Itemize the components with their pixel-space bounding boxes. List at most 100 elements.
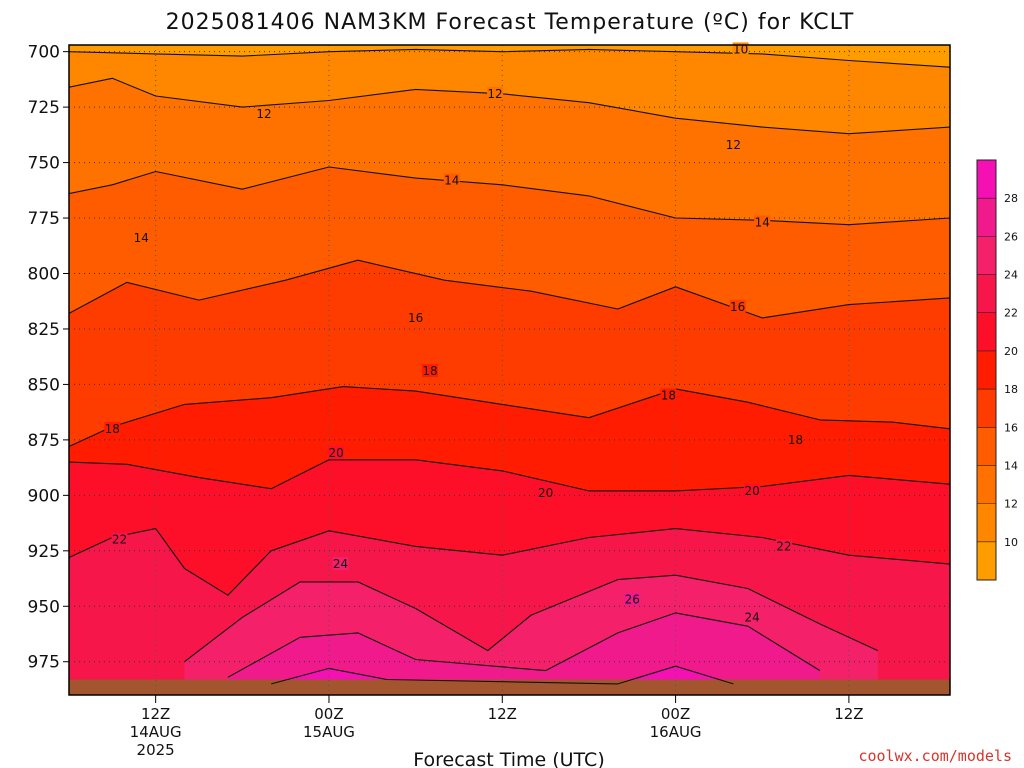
contour-label-26: 26 — [625, 593, 640, 607]
contour-label-bg — [104, 421, 121, 435]
colorbar-label: 26 — [1004, 230, 1018, 243]
isotherm-16 — [69, 259, 950, 319]
contour-label-bg — [725, 137, 742, 151]
contour-label-bg — [624, 592, 641, 606]
contour-label-bg — [787, 432, 804, 446]
y-tick-label: 725 — [28, 98, 60, 118]
contour-label-24: 24 — [744, 610, 759, 624]
y-tick-label: 950 — [28, 597, 60, 617]
contour-label-bg — [754, 215, 771, 229]
contour-label-bg — [332, 557, 349, 571]
isotherm-22 — [69, 528, 950, 596]
colorbar-segment — [977, 160, 996, 199]
x-axis-label: Forecast Time (UTC) — [413, 749, 604, 768]
colorbar-label: 20 — [1004, 345, 1018, 358]
contour-label-12: 12 — [256, 107, 271, 121]
colorbar-label: 28 — [1004, 192, 1018, 205]
contour-label-bg — [328, 446, 345, 460]
colorbar-segment — [977, 465, 996, 505]
isotherm-12 — [69, 77, 950, 135]
x-tick-year: 2025 — [137, 741, 175, 759]
y-tick-label: 900 — [28, 486, 60, 506]
colorbar-label: 10 — [1004, 536, 1018, 549]
isotherm-28 — [271, 665, 734, 685]
contour-label-10: 10 — [733, 42, 748, 56]
contour-label-20: 20 — [329, 446, 344, 460]
x-tick-label: 00Z — [314, 705, 343, 723]
colorbar-segment — [977, 427, 996, 466]
colorbar-label: 12 — [1004, 498, 1018, 511]
credit-text[interactable]: coolwx.com/models — [858, 747, 1012, 765]
isotherm-24 — [184, 574, 879, 663]
x-tick-label: 00Z — [661, 705, 690, 723]
colorbar-label: 22 — [1004, 307, 1018, 320]
contour-labels: 10 12 12 12 14 14 14 16 16 18 18 18 18 20 20 20 22 22 24 24… — [104, 42, 804, 624]
contour-label-14: 14 — [134, 231, 149, 245]
y-tick-label: 875 — [28, 431, 60, 451]
contour-label-bg — [111, 532, 128, 546]
contour-label-20: 20 — [744, 484, 759, 498]
contour-lines — [69, 48, 950, 685]
x-tick-date: 16AUG — [650, 723, 702, 741]
contour-label-18: 18 — [661, 389, 676, 403]
contour-label-bg — [407, 310, 424, 324]
contour-label-bg — [744, 610, 761, 624]
contour-label-18: 18 — [422, 364, 437, 378]
colorbar-segment — [977, 198, 996, 237]
contour-label-18: 18 — [788, 433, 803, 447]
contour-label-bg — [775, 539, 792, 553]
contour-label-bg — [744, 483, 761, 497]
colorbar-segment — [977, 350, 996, 390]
isotherm-10 — [69, 48, 950, 68]
contour-label-22: 22 — [776, 539, 791, 553]
colorbar-label: 24 — [1004, 269, 1018, 282]
contour-label-bg — [729, 299, 746, 313]
x-tick-date: 14AUG — [130, 723, 182, 741]
contour-label-bg — [660, 388, 677, 402]
colorbar-label: 18 — [1004, 383, 1018, 396]
contour-label-bg — [537, 486, 554, 500]
contour-label-18: 18 — [105, 422, 120, 436]
colorbar-segment — [977, 503, 996, 543]
grid-lines — [69, 45, 950, 695]
contour-label-24: 24 — [333, 557, 348, 571]
colorbar-frame — [976, 159, 997, 581]
y-tick-label: 925 — [28, 542, 60, 562]
y-tick-label: 975 — [28, 653, 60, 673]
colorbar-label: 14 — [1004, 459, 1018, 472]
colorbar-segment — [977, 236, 996, 276]
x-tick-label: 12Z — [834, 705, 863, 723]
colorbar-segment — [977, 389, 996, 428]
y-tick-label: 825 — [28, 320, 60, 340]
temperature-bands — [69, 45, 950, 695]
isotherm-26 — [227, 612, 821, 678]
colorbar: 10 12 14 16 18 20 22 24 26 28 — [976, 159, 1018, 581]
y-tick-label: 750 — [28, 154, 60, 174]
plot-frame — [68, 44, 951, 696]
contour-label-bg — [255, 106, 272, 120]
contour-label-bg — [422, 364, 439, 378]
contour-label-16: 16 — [730, 300, 745, 314]
colorbar-label: 16 — [1004, 421, 1018, 434]
contour-label-16: 16 — [408, 311, 423, 325]
contour-label-bg — [487, 86, 504, 100]
contour-label-14: 14 — [755, 215, 770, 229]
y-tick-label: 850 — [28, 375, 60, 395]
colorbar-segment — [977, 274, 996, 314]
chart-title: 2025081406 NAM3KM Forecast Temperature (… — [166, 10, 855, 35]
isotherm-18 — [69, 386, 950, 447]
contour-label-22: 22 — [112, 533, 127, 547]
contour-label-bg — [133, 231, 150, 245]
y-axis: 700 725 750 775 800 825 850 875 900 925 950 975 — [28, 43, 69, 673]
contour-label-20: 20 — [538, 486, 553, 500]
colorbar-segment — [977, 541, 996, 581]
contour-label-14: 14 — [444, 173, 459, 187]
y-tick-label: 700 — [28, 43, 60, 63]
x-tick-date: 15AUG — [303, 723, 355, 741]
y-tick-label: 800 — [28, 264, 60, 284]
x-tick-label: 12Z — [488, 705, 517, 723]
contour-label-bg — [443, 173, 460, 187]
contour-label-12: 12 — [487, 87, 502, 101]
